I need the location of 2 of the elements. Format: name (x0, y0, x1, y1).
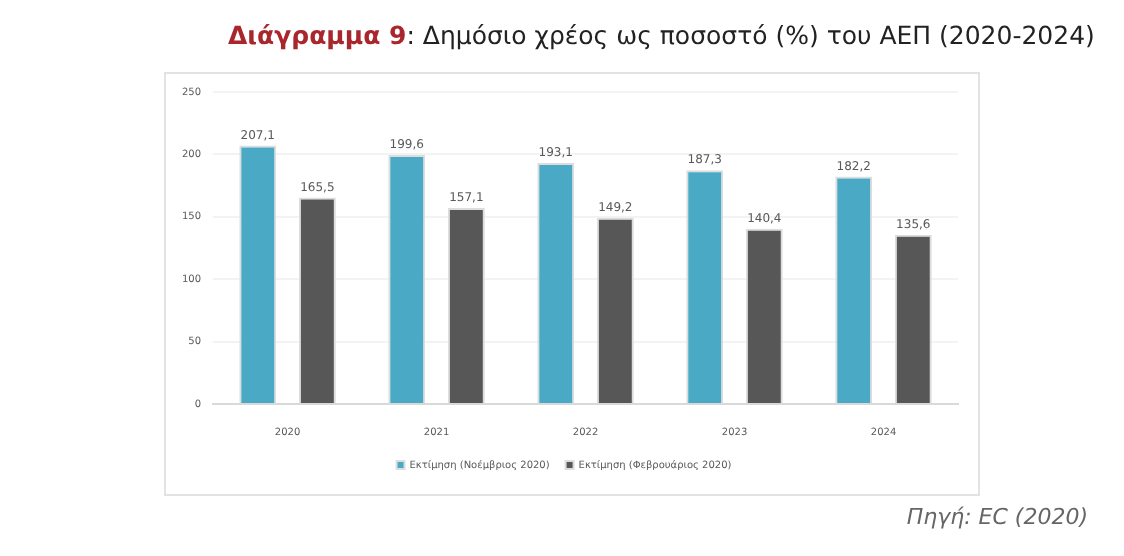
text: Πηγή: EC (2020) (906, 504, 1088, 530)
chart-title: Διάγραμμα 9: Δημόσιο χρέος ως ποσοστό (%) του ΑΕΠ (2020-2024) (228, 20, 1095, 50)
